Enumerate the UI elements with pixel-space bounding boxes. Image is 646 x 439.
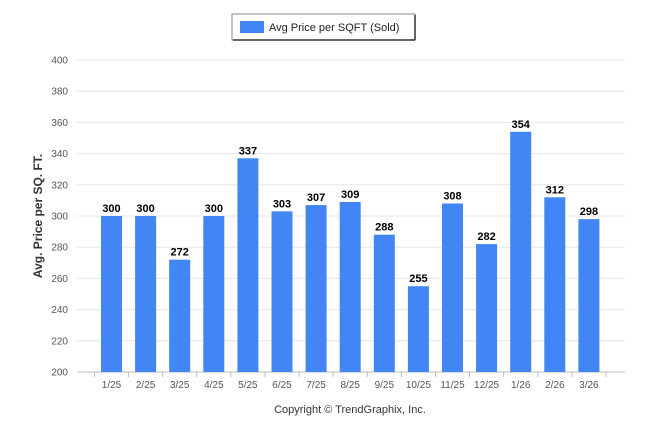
data-label: 308 [443, 191, 461, 203]
y-tick-label: 340 [51, 149, 68, 160]
y-tick-label: 360 [51, 118, 68, 129]
data-label: 312 [546, 184, 564, 196]
x-tick-label: 3/25 [170, 380, 190, 391]
y-tick-label: 300 [51, 212, 68, 223]
data-label: 337 [239, 145, 257, 157]
bar [373, 234, 395, 372]
y-axis-ticks: 200 220 240 260 280 300 320 340 360 380 400 [51, 56, 68, 379]
data-labels: 300 300 272 300 337 303 307 309 288 255 308 282 354 3… [102, 119, 598, 285]
x-tick-label: 2/26 [545, 380, 565, 391]
y-tick-label: 400 [51, 56, 68, 67]
data-label: 298 [580, 206, 598, 218]
bar [271, 211, 293, 372]
y-axis-title: Avg. Price per SQ. FT. [31, 154, 45, 278]
data-label: 300 [205, 203, 223, 215]
bar [305, 205, 327, 372]
x-tick-label: 12/25 [474, 380, 499, 391]
data-label: 307 [307, 192, 325, 204]
data-label: 309 [341, 189, 359, 201]
bars [101, 131, 600, 372]
data-label: 300 [136, 203, 154, 215]
y-tick-label: 260 [51, 274, 68, 285]
legend: Avg Price per SQFT (Sold) [231, 13, 416, 41]
bar [169, 259, 191, 372]
x-tick-label: 2/25 [136, 380, 156, 391]
x-tick-label: 10/25 [406, 380, 431, 391]
bar [203, 216, 225, 372]
y-tick-label: 240 [51, 305, 68, 316]
bar [476, 244, 498, 372]
bar [578, 219, 600, 372]
x-axis-ticks: 1/25 2/25 3/25 4/25 5/25 6/25 7/25 8/25 9/25 10/2… [93, 372, 607, 391]
bar [135, 216, 157, 372]
x-tick-label: 4/25 [204, 380, 224, 391]
y-tick-label: 200 [51, 368, 68, 379]
x-tick-label: 9/25 [375, 380, 395, 391]
data-label: 288 [375, 222, 393, 234]
x-tick-label: 6/25 [272, 380, 292, 391]
data-label: 303 [273, 198, 291, 210]
x-tick-label: 1/26 [511, 380, 531, 391]
bar [407, 286, 429, 372]
bar [237, 158, 259, 372]
legend-label: Avg Price per SQFT (Sold) [269, 22, 399, 34]
legend-swatch [240, 21, 264, 33]
data-label: 300 [102, 203, 120, 215]
y-tick-label: 380 [51, 87, 68, 98]
x-tick-label: 3/26 [579, 380, 599, 391]
x-tick-label: 8/25 [340, 380, 360, 391]
x-tick-label: 5/25 [238, 380, 258, 391]
data-label: 272 [171, 247, 189, 259]
bar [101, 216, 122, 372]
data-label: 255 [409, 273, 427, 285]
bar [339, 201, 361, 372]
data-label: 282 [477, 231, 495, 243]
x-tick-label: 7/25 [306, 380, 326, 391]
bar [544, 197, 566, 372]
bar [510, 131, 532, 372]
y-tick-label: 320 [51, 180, 68, 191]
bar [442, 203, 463, 372]
y-tick-label: 220 [51, 336, 68, 347]
x-tick-label: 11/25 [440, 380, 465, 391]
y-tick-label: 280 [51, 243, 68, 254]
copyright-text: Copyright © TrendGraphix, Inc. [274, 404, 426, 416]
x-tick-label: 1/25 [102, 380, 122, 391]
data-label: 354 [512, 119, 531, 131]
